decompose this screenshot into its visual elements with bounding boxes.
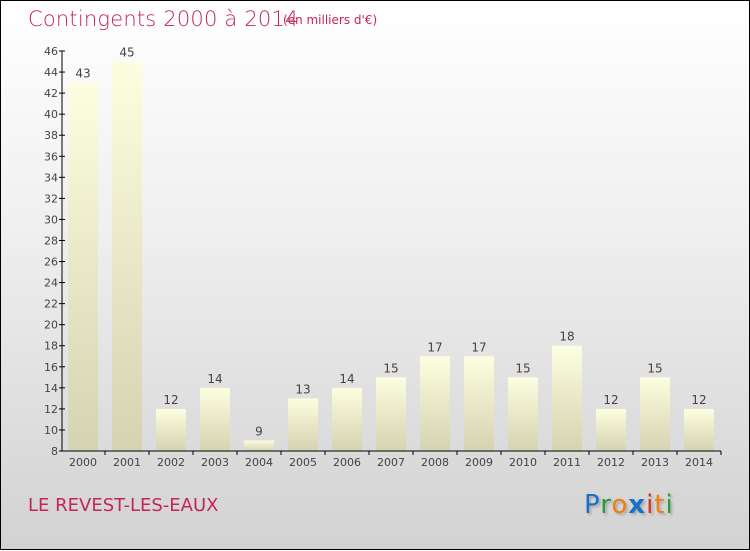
y-tick-label: 30 <box>44 213 58 226</box>
bar-value-label: 17 <box>471 340 486 354</box>
y-tick-label: 44 <box>44 66 58 79</box>
x-tick-label: 2010 <box>509 456 537 469</box>
bar-value-label: 14 <box>207 372 222 386</box>
bar <box>244 440 274 451</box>
bar-value-label: 17 <box>427 340 442 354</box>
bar-value-label: 15 <box>647 361 662 375</box>
proxiti-logo: Proxiti <box>584 490 674 520</box>
bar <box>288 398 318 451</box>
bar-value-label: 9 <box>255 424 263 438</box>
y-tick-label: 20 <box>44 319 58 332</box>
y-tick-label: 32 <box>44 192 58 205</box>
bar <box>552 345 582 451</box>
x-tick-label: 2004 <box>245 456 273 469</box>
bar <box>156 408 186 451</box>
y-tick-label: 12 <box>44 403 58 416</box>
bar <box>332 387 362 451</box>
bar <box>596 408 626 451</box>
bar-value-label: 18 <box>559 330 574 344</box>
x-tick-label: 2006 <box>333 456 361 469</box>
x-tick-label: 2011 <box>553 456 581 469</box>
y-tick-label: 46 <box>44 45 58 58</box>
bar-value-label: 13 <box>295 382 310 396</box>
y-tick-label: 8 <box>51 445 58 458</box>
y-tick-label: 24 <box>44 277 58 290</box>
bar <box>200 387 230 451</box>
x-tick-label: 2002 <box>157 456 185 469</box>
x-tick-label: 2003 <box>201 456 229 469</box>
x-tick-label: 2012 <box>597 456 625 469</box>
y-tick-label: 38 <box>44 129 58 142</box>
bar-value-label: 43 <box>75 67 90 81</box>
bar-value-label: 45 <box>119 46 134 60</box>
y-tick-label: 28 <box>44 234 58 247</box>
y-tick-label: 14 <box>44 382 58 395</box>
bar-value-label: 12 <box>163 393 178 407</box>
x-tick-label: 2014 <box>685 456 713 469</box>
bar <box>640 377 670 451</box>
y-tick-label: 34 <box>44 171 58 184</box>
y-tick-label: 36 <box>44 150 58 163</box>
x-tick-label: 2008 <box>421 456 449 469</box>
bar <box>112 61 142 452</box>
bar-value-label: 15 <box>515 361 530 375</box>
chart-title: Contingents 2000 à 2014 <box>28 7 299 31</box>
y-tick-label: 10 <box>44 424 58 437</box>
bar-value-label: 15 <box>383 361 398 375</box>
bar-value-label: 14 <box>339 372 354 386</box>
bar <box>464 356 494 451</box>
bar <box>684 408 714 451</box>
x-tick-label: 2000 <box>69 456 97 469</box>
bar <box>420 356 450 451</box>
bar-value-label: 12 <box>691 393 706 407</box>
y-tick-label: 26 <box>44 256 58 269</box>
bar <box>68 82 98 451</box>
y-tick-label: 22 <box>44 298 58 311</box>
x-tick-label: 2009 <box>465 456 493 469</box>
y-tick-label: 40 <box>44 108 58 121</box>
x-tick-label: 2005 <box>289 456 317 469</box>
commune-name: LE REVEST-LES-EAUX <box>28 495 219 516</box>
chart-subtitle: (en milliers d'€) <box>283 13 378 27</box>
x-tick-label: 2001 <box>113 456 141 469</box>
y-tick-label: 16 <box>44 361 58 374</box>
x-tick-label: 2007 <box>377 456 405 469</box>
x-tick-label: 2013 <box>641 456 669 469</box>
bar <box>376 377 406 451</box>
bar-value-label: 12 <box>603 393 618 407</box>
bar <box>508 377 538 451</box>
y-tick-label: 42 <box>44 87 58 100</box>
y-tick-label: 18 <box>44 340 58 353</box>
